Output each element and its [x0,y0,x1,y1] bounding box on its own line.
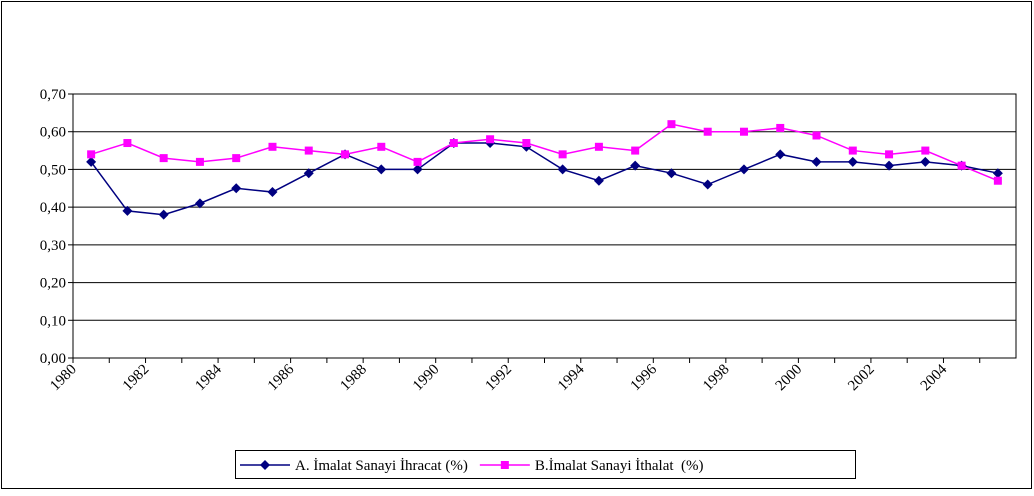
y-tick-label: 0,50 [40,162,66,178]
data-point [848,146,857,155]
data-point [413,157,422,166]
data-point [87,150,96,159]
data-point [376,164,387,175]
y-tick-label: 0,40 [40,200,66,216]
data-point [631,146,640,155]
data-point [122,205,133,216]
data-point [920,156,931,167]
y-tick-label: 0,10 [40,313,66,329]
data-point [812,131,821,140]
data-point [341,150,350,159]
data-point [847,156,858,167]
data-point [703,127,712,136]
data-point [267,187,278,198]
data-point [231,183,242,194]
data-point [884,160,895,171]
data-point [123,139,132,148]
y-tick-label: 0,30 [40,238,66,254]
data-point [486,135,495,144]
data-point [449,139,458,148]
data-point [159,154,168,163]
data-point [775,149,786,160]
data-point [522,139,531,148]
series-line [90,142,999,216]
data-point [738,164,749,175]
data-point [885,150,894,159]
data-point [303,168,314,179]
data-point [594,142,603,151]
data-point [702,179,713,190]
series-line [90,123,999,182]
data-point [232,154,241,163]
legend-label: A. İmalat Sanayi İhracat (%) [295,458,468,474]
y-tick-label: 0,00 [40,351,66,367]
data-point [412,164,423,175]
data-point [557,164,568,175]
data-point [377,142,386,151]
legend-box [235,450,856,479]
y-tick-label: 0,60 [40,125,66,141]
data-point [992,168,1003,179]
y-tick-label: 0,70 [40,87,66,103]
legend-marker [500,461,509,469]
data-point [86,156,97,167]
data-point [195,157,204,166]
y-tick-label: 0,20 [40,276,66,292]
data-point [194,198,205,209]
legend-label: B.İmalat Sanayi İthalat (%) [535,458,704,474]
data-point [993,176,1002,185]
data-point [921,146,930,155]
data-point [667,120,676,129]
data-point [558,150,567,159]
data-point [739,127,748,136]
data-point [304,146,313,155]
plot-area [72,93,1017,359]
data-point [158,209,169,220]
data-point [776,123,785,132]
data-point [811,156,822,167]
data-point [593,175,604,186]
legend-marker [260,460,270,470]
data-point [268,142,277,151]
data-point [957,161,966,170]
data-point [630,160,641,171]
data-point [666,168,677,179]
